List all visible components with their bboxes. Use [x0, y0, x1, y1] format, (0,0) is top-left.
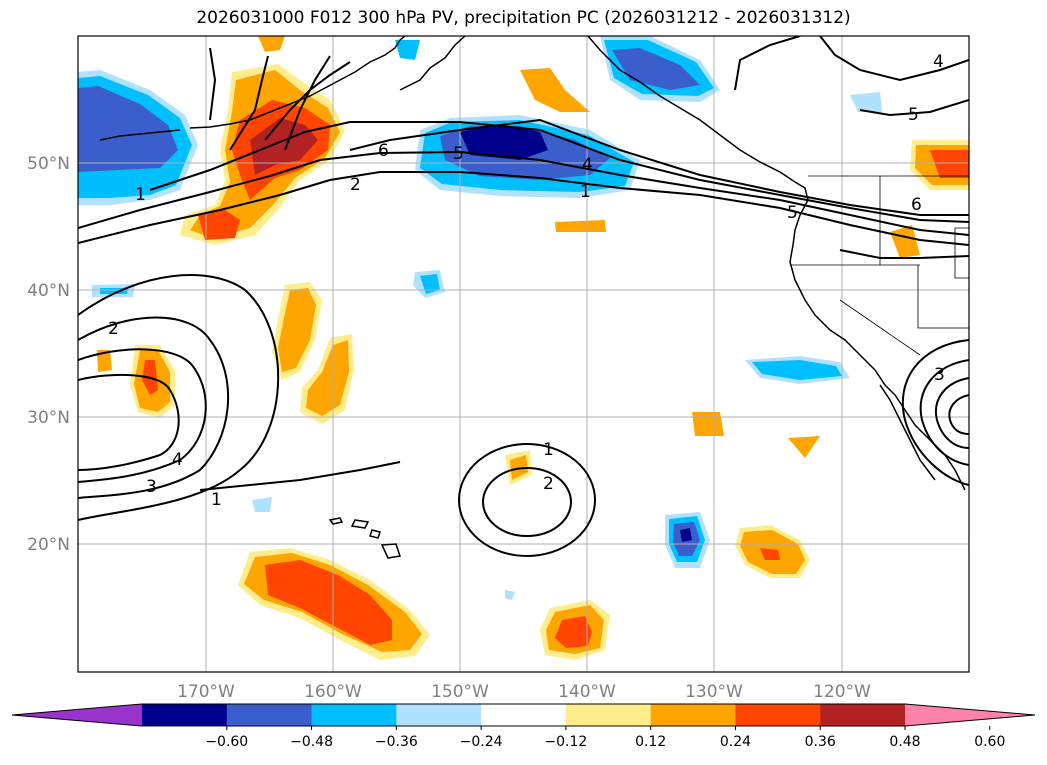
contour-label: 5	[787, 203, 798, 223]
precip-contour-lightblue	[505, 590, 515, 600]
precip-contour-orange	[788, 436, 820, 458]
precip-negative-shading	[78, 36, 882, 600]
precip-contour-orange	[520, 68, 590, 112]
colorbar-tick-label: 0.12	[635, 734, 666, 750]
lon-label: 170°W	[177, 682, 235, 702]
precip-contour-royalblue	[78, 86, 178, 172]
precip-contour-orange	[555, 220, 606, 232]
contour-label: 1	[211, 490, 222, 510]
colorbar-tick-label: −0.36	[375, 734, 418, 750]
precip-contour-navy	[460, 124, 548, 160]
precip-contour-lightblue	[252, 497, 272, 512]
contour-label: 5	[453, 144, 464, 164]
colorbar-segment	[142, 704, 228, 726]
colorbar-segment	[396, 704, 482, 726]
lon-label: 160°W	[304, 682, 362, 702]
contour-label: 4	[933, 52, 944, 72]
contour-label: 4	[582, 155, 593, 175]
colorbar-segment	[650, 704, 736, 726]
precip-contour-orange	[258, 36, 285, 52]
precip-contour-orange	[97, 350, 112, 372]
contour-label: 4	[172, 450, 183, 470]
precip-contour-red	[760, 548, 780, 560]
lat-label: 30°N	[27, 408, 70, 428]
colorbar-outline	[11, 703, 1036, 727]
contour-label: 6	[378, 141, 389, 161]
colorbar-tick-label: −0.48	[290, 734, 333, 750]
lon-label: 150°W	[431, 682, 489, 702]
precip-contour-orange	[278, 288, 316, 372]
map-content: 1 2 6 5 4 1 2 1 2 3 4 1 4 5 6 3 5	[78, 36, 969, 672]
colorbar-tick-label: 0.36	[805, 734, 836, 750]
precip-contour-blue	[395, 40, 420, 60]
precip-contour-lightblue	[850, 92, 882, 112]
map-title: 2026031000 F012 300 hPa PV, precipitatio…	[196, 8, 851, 28]
lat-label: 20°N	[27, 535, 70, 555]
colorbar: −0.60 −0.48 −0.36 −0.24 −0.12 0.12 0.24 0.36 0.4…	[11, 703, 1036, 750]
coastlines	[99, 36, 966, 559]
precip-contour-red	[930, 150, 969, 178]
colorbar-segment	[311, 704, 397, 726]
map-frame	[77, 35, 970, 673]
pv-contours	[78, 36, 969, 557]
lon-label: 120°W	[813, 682, 871, 702]
precip-contour-red	[265, 560, 392, 645]
contour-label: 1	[543, 440, 554, 460]
colorbar-segment	[481, 704, 567, 726]
lat-label: 50°N	[27, 154, 70, 174]
contour-label: 2	[108, 319, 119, 339]
precip-contour-orange	[692, 412, 724, 436]
colorbar-segment	[226, 704, 313, 726]
colorbar-tick-label: 0.48	[889, 734, 920, 750]
precip-positive-shading	[97, 36, 969, 660]
precip-contour-royalblue	[612, 48, 700, 90]
contour-labels: 1 2 6 5 4 1 2 1 2 3 4 1 4 5 6 3 5	[108, 52, 945, 510]
longitude-labels: 170°W 160°W 150°W 140°W 130°W 120°W	[177, 682, 871, 702]
lon-label: 130°W	[685, 682, 743, 702]
colorbar-segment	[820, 704, 906, 726]
colorbar-extend-max	[905, 704, 1035, 726]
precip-contour-orange	[306, 340, 349, 416]
colorbar-tick-label: 0.24	[720, 734, 751, 750]
contour-label: 3	[146, 477, 157, 497]
colorbar-tick-label: −0.24	[460, 734, 503, 750]
contour-label: 5	[908, 105, 919, 125]
colorbar-tick-label: −0.60	[205, 734, 248, 750]
contour-label: 3	[934, 365, 945, 385]
contour-label: 1	[135, 185, 146, 205]
latitude-labels: 50°N 40°N 30°N 20°N	[27, 154, 70, 555]
precip-contour-red	[555, 616, 592, 648]
precip-contour-darkred	[250, 118, 318, 175]
lon-label: 140°W	[558, 682, 616, 702]
precip-contour-navy	[680, 528, 692, 542]
colorbar-segment	[735, 704, 821, 726]
precip-contour-red	[198, 210, 240, 240]
contour-label: 6	[911, 195, 922, 215]
contour-label: 2	[543, 474, 554, 494]
precip-contour-orange	[510, 455, 528, 480]
precip-contour-blue	[752, 360, 842, 380]
lat-label: 40°N	[27, 281, 70, 301]
colorbar-tick-label: 0.60	[974, 734, 1005, 750]
precip-contour-orange	[890, 225, 920, 258]
colorbar-segment	[565, 704, 652, 726]
contour-label: 2	[350, 175, 361, 195]
colorbar-extend-min	[12, 704, 142, 726]
contour-label: 1	[580, 182, 591, 202]
colorbar-tick-label: −0.12	[544, 734, 587, 750]
precip-contour-blue	[420, 274, 440, 294]
